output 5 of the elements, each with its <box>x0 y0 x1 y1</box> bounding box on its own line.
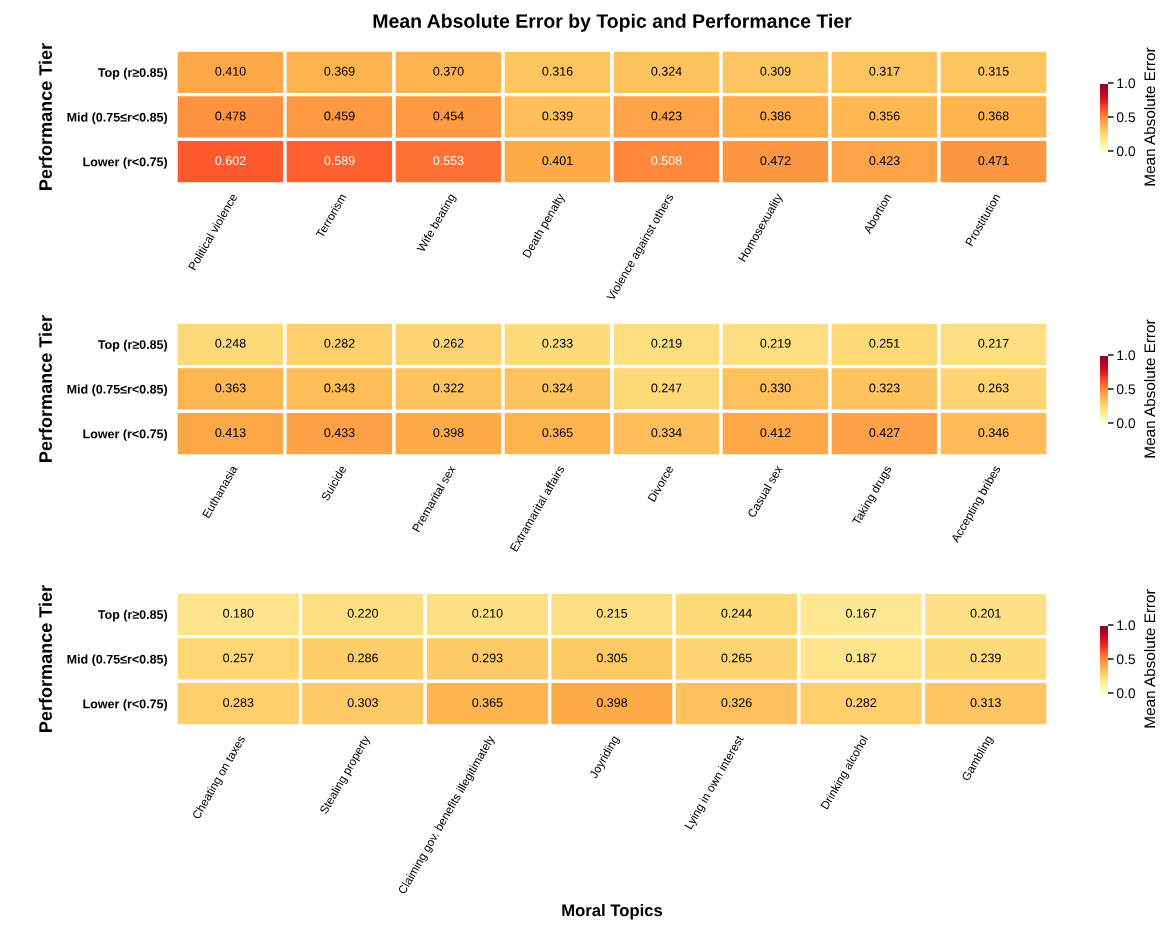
y-axis-title: Performance Tier <box>38 585 52 732</box>
y-axis-title: Performance Tier <box>38 43 52 190</box>
x-axis-title: Moral Topics <box>562 904 663 920</box>
chart-title: Mean Absolute Error by Topic and Performance Tier <box>373 13 852 32</box>
y-axis-title: Performance Tier <box>38 315 52 462</box>
